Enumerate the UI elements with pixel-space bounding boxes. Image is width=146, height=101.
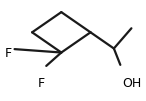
Text: F: F — [4, 47, 12, 60]
Text: F: F — [37, 77, 44, 90]
Text: OH: OH — [122, 77, 141, 90]
